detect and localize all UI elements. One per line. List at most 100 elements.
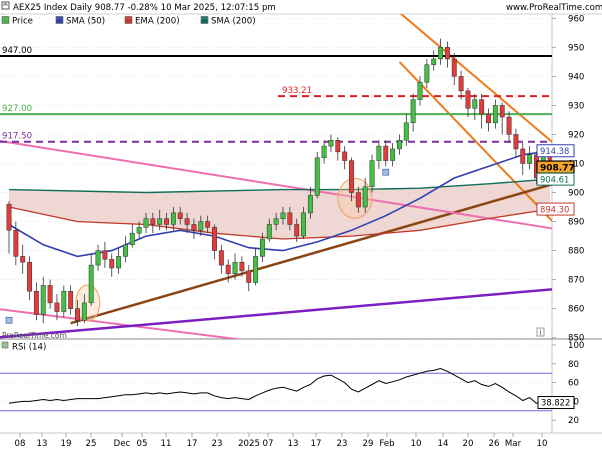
- time-tick-label-15: Feb: [379, 439, 394, 449]
- time-tick-label-7: 17: [187, 439, 198, 449]
- candle-body-42: [294, 224, 300, 237]
- expand-icon[interactable]: [1, 1, 10, 10]
- candle-body-39: [273, 218, 279, 225]
- svg-text:i: i: [540, 329, 542, 337]
- candle-body-51: [355, 192, 361, 208]
- legend-swatch-2: [124, 16, 133, 24]
- event-marker-0: [5, 316, 13, 324]
- price-tick-label-9: 940: [568, 72, 584, 82]
- candle-body-7: [54, 302, 60, 312]
- rsi-toggle-icon[interactable]: [1, 341, 9, 349]
- candle-body-10: [75, 308, 80, 321]
- candle-body-57: [397, 140, 402, 150]
- candle-body-4: [33, 290, 39, 315]
- price-badge-label-0: 914.38: [540, 146, 569, 156]
- level-label-0: 947.00: [2, 46, 32, 56]
- price-tick-label-3: 880: [568, 247, 584, 257]
- candle-body-36: [253, 256, 259, 283]
- time-tick-label-4: Dec: [114, 439, 131, 449]
- time-tick-label-9: 2025: [238, 439, 260, 449]
- candle-body-1: [13, 230, 19, 257]
- candle-body-55: [383, 145, 389, 161]
- price-tick-label-0: 850: [568, 334, 584, 344]
- candle-body-43: [301, 212, 307, 237]
- candle-body-64: [444, 47, 450, 60]
- candle-body-26: [184, 218, 190, 225]
- rsi-value-label: 38.822: [541, 398, 570, 408]
- time-axis: 08 13 19 25 Dec 05 11 17 23 2025 07 13 17 23 29 Feb 10 14…: [15, 433, 548, 449]
- candle-body-75: [520, 148, 526, 164]
- candle-body-52: [362, 186, 368, 208]
- time-tick-label-21: 10: [537, 439, 548, 449]
- time-tick-label-16: 10: [411, 439, 422, 449]
- rsi-label: RSI (14): [12, 343, 46, 353]
- candle-body-58: [403, 122, 409, 141]
- rsi-panel: RSI (14) 2040608010038.822: [0, 341, 584, 426]
- candle-body-69: [479, 99, 485, 115]
- candle-body-41: [287, 212, 293, 225]
- legend-swatch-1: [55, 16, 64, 24]
- candle-body-56: [390, 148, 396, 161]
- level-label-1: 933.21: [282, 86, 312, 96]
- candle-body-65: [451, 58, 457, 77]
- legend-label-3: SMA (200): [211, 17, 256, 27]
- candle-body-74: [513, 134, 519, 150]
- time-tick-label-10: 07: [263, 439, 274, 449]
- candle-body-25: [177, 212, 183, 219]
- candle-body-71: [492, 105, 498, 124]
- site-label: www.ProRealTime.com: [506, 3, 602, 13]
- candle-body-13: [95, 250, 101, 266]
- candle-body-76: [527, 154, 533, 164]
- indicator-legend: Price SMA (50) EMA (200) SMA (200): [1, 16, 256, 27]
- candle-body-38: [266, 224, 272, 240]
- candle-body-61: [424, 64, 430, 83]
- chart-header: AEX25 Index Daily 908.77 -0.28% 10 Mar 2…: [1, 1, 602, 13]
- legend-swatch-3: [200, 16, 209, 24]
- candle-body-22: [157, 218, 163, 225]
- rsi-tick-label-4: 100: [568, 341, 584, 351]
- watermark: ProRealTime.com: [2, 331, 67, 340]
- candle-body-37: [260, 238, 265, 257]
- candle-body-3: [27, 261, 33, 292]
- info-icon[interactable]: i: [536, 327, 545, 337]
- ema200-line: [8, 206, 551, 240]
- time-tick-label-0: 08: [15, 439, 26, 449]
- time-tick-label-2: 19: [61, 439, 72, 449]
- time-tick-label-5: 05: [137, 439, 148, 449]
- candle-body-48: [335, 140, 341, 153]
- price-tick-label-10: 950: [568, 43, 584, 53]
- time-tick-label-17: 14: [438, 439, 449, 449]
- trendline-pink-upper: [0, 139, 552, 230]
- candle-body-33: [232, 261, 238, 275]
- level-label-3: 917.50: [2, 132, 32, 142]
- legend-label-2: EMA (200): [135, 17, 180, 27]
- candle-body-53: [369, 160, 375, 187]
- candle-body-21: [150, 218, 156, 225]
- rsi-tick-label-0: 20: [568, 416, 579, 426]
- time-tick-label-13: 23: [337, 439, 348, 449]
- candle-body-23: [164, 218, 170, 225]
- event-marker-1: [382, 168, 390, 176]
- candle-body-50: [349, 160, 354, 193]
- price-tick-label-5: 900: [568, 189, 584, 199]
- rsi-value-badge: [537, 396, 575, 410]
- time-tick-label-11: 13: [288, 439, 299, 449]
- time-tick-label-8: 23: [212, 439, 223, 449]
- candle-body-8: [61, 290, 67, 312]
- candle-body-47: [328, 140, 334, 147]
- candle-body-17: [123, 244, 128, 257]
- candle-body-70: [486, 113, 491, 124]
- time-tick-label-19: 26: [489, 439, 500, 449]
- candle-body-72: [499, 105, 505, 118]
- legend-label-0: Price: [12, 17, 33, 27]
- legend-label-1: SMA (50): [66, 17, 105, 27]
- candle-body-68: [472, 99, 478, 109]
- candle-body-54: [376, 145, 382, 161]
- price-badge-label-1: 908.77: [540, 163, 575, 173]
- candle-body-0: [6, 203, 12, 231]
- candle-body-59: [410, 99, 416, 124]
- candle-body-45: [314, 157, 320, 196]
- time-tick-label-18: 20: [463, 439, 474, 449]
